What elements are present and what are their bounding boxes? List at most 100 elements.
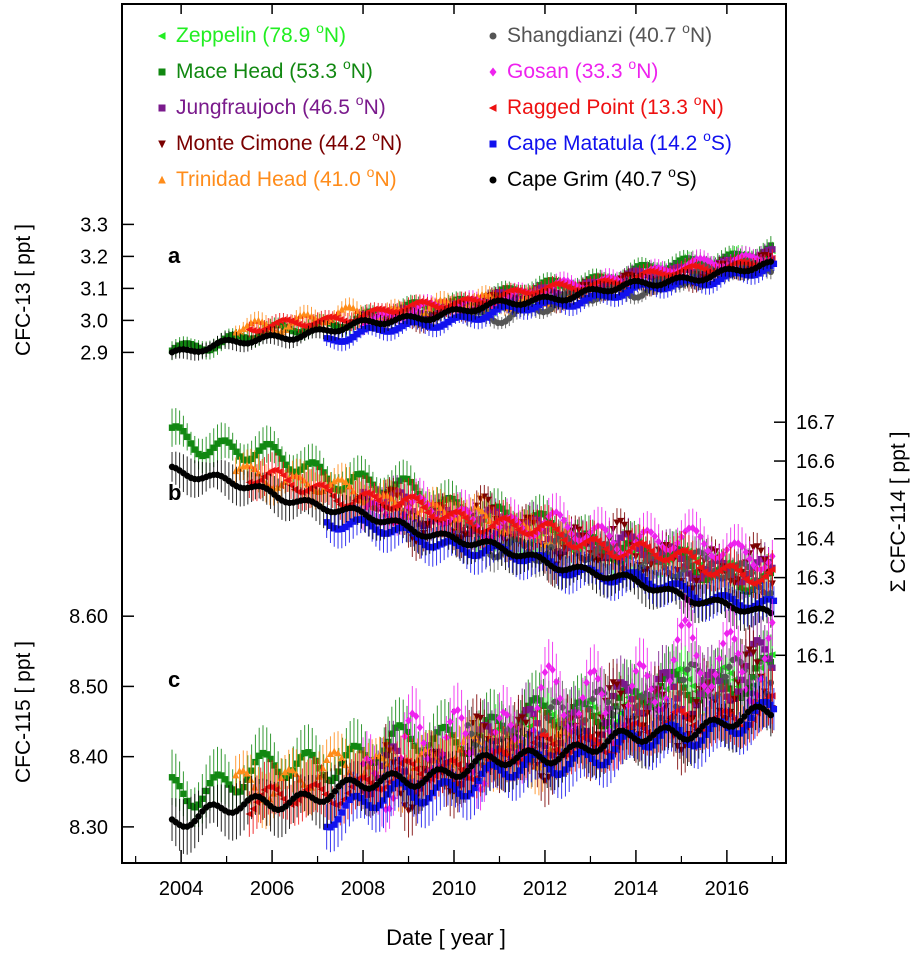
y-tick-label: 8.50: [69, 676, 108, 698]
legend-marker: [158, 175, 166, 184]
data-point: [273, 483, 281, 491]
data-point: [321, 314, 329, 322]
data-point: [252, 758, 259, 766]
data-point: [365, 476, 373, 483]
data-point: [588, 292, 596, 300]
data-point: [233, 448, 240, 455]
data-point: [658, 556, 666, 564]
panel-b: 16.7 16.6 16.5 16.4 16.3 16.2 16.1 Σ CFC-114 [ …: [168, 408, 910, 667]
data-point: [467, 315, 474, 322]
data-point: [512, 304, 520, 312]
data-point: [372, 325, 380, 332]
data-point: [766, 596, 774, 603]
data-point: [734, 567, 742, 575]
data-point: [316, 765, 324, 772]
data-point: [532, 512, 540, 519]
legend-item: Gosan (33.3 oN): [489, 56, 658, 83]
data-point: [237, 453, 244, 460]
data-point: [274, 768, 282, 776]
data-point: [717, 592, 725, 599]
data-point: [221, 437, 229, 444]
data-point: [644, 526, 651, 535]
data-point: [700, 568, 708, 576]
data-point: [210, 444, 217, 451]
data-point: [471, 552, 478, 560]
data-point: [406, 319, 414, 326]
data-point: [590, 703, 598, 711]
data-point: [342, 337, 349, 345]
data-point: [467, 551, 474, 559]
data-point: [412, 298, 420, 306]
data-point: [728, 595, 736, 603]
data-point: [514, 526, 522, 534]
data-point: [415, 490, 422, 498]
data-point: [453, 739, 460, 746]
panel-label: b: [168, 480, 181, 505]
data-point: [471, 316, 478, 323]
data-point: [404, 493, 412, 501]
data-point: [199, 452, 206, 460]
data-point: [725, 270, 732, 278]
data-point: [490, 308, 497, 316]
data-point: [381, 747, 388, 754]
data-point: [183, 433, 191, 441]
data-point: [414, 318, 421, 326]
data-point: [723, 562, 731, 570]
data-point: [656, 285, 664, 293]
data-point: [271, 762, 278, 769]
data-point: [691, 594, 698, 602]
data-point: [368, 523, 376, 530]
data-point: [278, 322, 286, 329]
data-point: [770, 260, 778, 268]
data-point: [520, 557, 527, 565]
data-point: [385, 505, 393, 513]
data-point: [302, 322, 310, 330]
data-point: [267, 755, 274, 763]
data-point: [502, 509, 509, 516]
legend-label: Trinidad Head (41.0 oN): [176, 164, 397, 191]
panel-label: c: [168, 667, 180, 692]
data-point: [358, 746, 365, 754]
data-point: [393, 502, 401, 510]
data-point: [387, 328, 395, 335]
series: [168, 254, 775, 361]
data-point: [634, 570, 641, 577]
data-point: [361, 517, 368, 524]
data-point: [759, 597, 766, 605]
data-point: [369, 481, 377, 488]
data-point: [415, 747, 422, 754]
data-point: [362, 752, 369, 759]
data-point: [452, 539, 459, 547]
data-point: [264, 324, 272, 332]
data-point: [286, 772, 293, 779]
data-point: [180, 428, 187, 435]
data-point: [349, 333, 357, 341]
data-point: [740, 604, 747, 611]
data-point: [400, 723, 407, 731]
data-point: [377, 489, 384, 497]
data-point: [373, 486, 380, 493]
data-point: [445, 495, 452, 502]
data-point: [602, 525, 609, 535]
data-point: [638, 573, 645, 580]
legend-label: Cape Matatula (14.2 oS): [507, 128, 732, 155]
data-point: [697, 254, 704, 263]
data-point: [423, 509, 431, 517]
legend-item: Cape Matatula (14.2 oS): [489, 128, 732, 155]
data-point: [669, 551, 678, 559]
data-point: [737, 583, 744, 591]
data-point: [378, 500, 386, 508]
data-point: [388, 730, 396, 737]
data-point: [704, 256, 712, 265]
data-point: [259, 443, 267, 450]
data-point: [647, 267, 655, 275]
y-tick-label: 16.6: [796, 451, 835, 473]
data-point: [254, 316, 262, 324]
data-point: [573, 568, 580, 576]
data-point: [323, 335, 330, 342]
data-point: [346, 336, 353, 343]
data-point: [248, 455, 255, 463]
legend-marker: [489, 176, 497, 184]
data-point: [548, 280, 556, 288]
data-point: [692, 558, 700, 566]
